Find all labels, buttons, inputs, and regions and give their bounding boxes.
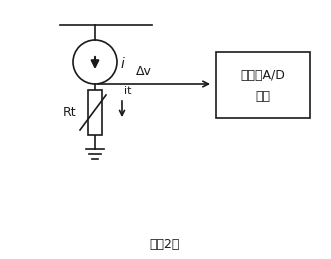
Text: Rt: Rt [62, 106, 76, 119]
Bar [216, 52, 310, 118]
Text: Δv: Δv [136, 65, 152, 78]
Text: 放大、A/D: 放大、A/D [241, 69, 285, 82]
Text: 处理: 处理 [256, 90, 270, 103]
Text: i: i [121, 57, 125, 71]
Text: it: it [124, 86, 131, 96]
Bar [88, 90, 102, 135]
Text: 图（2）: 图（2） [150, 239, 180, 251]
